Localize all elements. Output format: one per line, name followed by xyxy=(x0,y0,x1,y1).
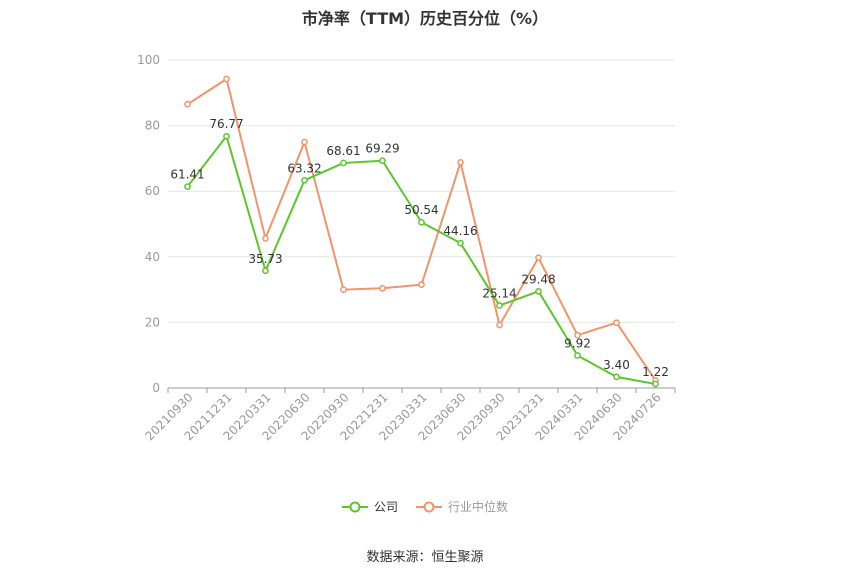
y-tick-label: 80 xyxy=(145,119,160,133)
data-label: 44.16 xyxy=(443,224,477,238)
data-label: 50.54 xyxy=(404,203,438,217)
data-point-1 xyxy=(535,254,542,262)
data-label: 61.41 xyxy=(170,168,204,182)
legend-marker-industry xyxy=(416,501,442,512)
y-tick-label: 0 xyxy=(152,381,160,395)
data-point-0 xyxy=(652,380,659,388)
data-label: 76.77 xyxy=(209,117,243,131)
y-tick-label: 60 xyxy=(145,184,160,198)
data-point-1 xyxy=(457,158,464,166)
data-point-0 xyxy=(418,218,425,226)
y-tick-label: 100 xyxy=(137,53,160,67)
data-point-0 xyxy=(535,287,542,295)
data-label: 29.48 xyxy=(521,272,555,286)
data-label: 69.29 xyxy=(365,142,399,156)
data-point-0 xyxy=(184,183,191,190)
legend-item-company[interactable]: 公司 xyxy=(341,498,398,515)
data-point-1 xyxy=(574,331,581,339)
data-point-0 xyxy=(340,159,347,167)
data-point-0 xyxy=(223,132,230,140)
y-tick-label: 20 xyxy=(145,315,160,329)
y-tick-label: 40 xyxy=(145,250,160,264)
data-point-1 xyxy=(418,281,425,289)
data-label: 63.32 xyxy=(287,161,321,175)
data-point-0 xyxy=(574,352,581,359)
data-label: 3.40 xyxy=(603,358,630,372)
legend-marker-company xyxy=(341,501,368,512)
data-point-0 xyxy=(379,157,386,165)
data-point-1 xyxy=(301,138,308,146)
data-point-0 xyxy=(262,267,269,275)
data-label: 1.22 xyxy=(642,365,669,379)
data-point-1 xyxy=(340,286,347,293)
legend-label-industry: 行业中位数 xyxy=(448,500,509,514)
legend-item-industry[interactable]: 行业中位数 xyxy=(416,498,508,515)
chart-title: 市净率（TTM）历史百分位（%） xyxy=(301,9,549,28)
data-point-1 xyxy=(223,75,230,83)
data-point-1 xyxy=(184,100,191,108)
series-line-1 xyxy=(186,78,657,382)
data-point-0 xyxy=(301,176,308,184)
data-point-0 xyxy=(457,239,464,247)
data-point-1 xyxy=(262,235,269,242)
data-point-0 xyxy=(613,373,620,381)
data-point-1 xyxy=(613,319,620,327)
data-point-1 xyxy=(496,321,503,329)
data-point-1 xyxy=(379,284,386,292)
legend: 公司 行业中位数 xyxy=(0,498,850,515)
legend-label-company: 公司 xyxy=(373,500,398,514)
data-point-0 xyxy=(496,302,503,309)
data-label: 68.61 xyxy=(326,144,360,158)
data-label: 35.73 xyxy=(248,252,282,266)
data-label: 9.92 xyxy=(564,336,591,350)
data-label: 25.14 xyxy=(482,287,516,301)
data-source: 数据来源：恒生聚源 xyxy=(366,550,484,565)
